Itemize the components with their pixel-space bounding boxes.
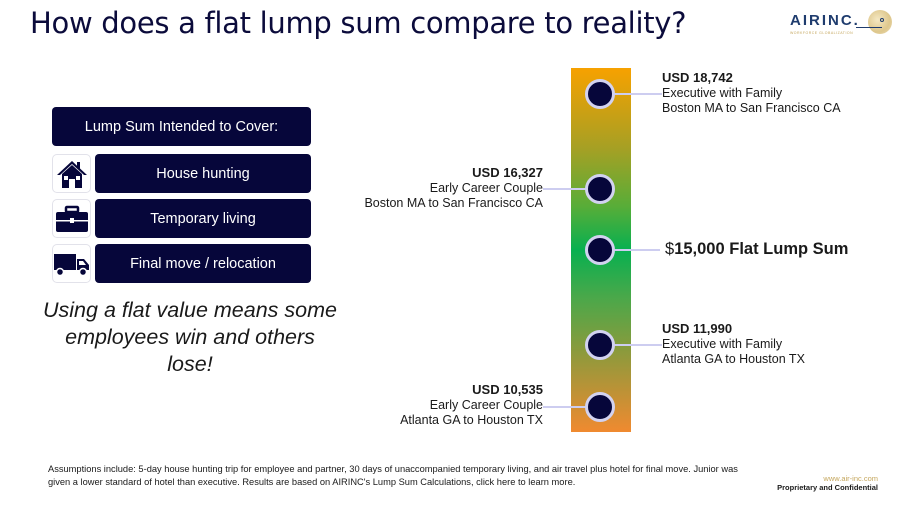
connector-line [543, 406, 587, 408]
coverage-item-final-move: Final move / relocation [52, 244, 311, 283]
connector-line [614, 344, 662, 346]
coverage-item-temporary-living: Temporary living [52, 199, 311, 238]
callout-amount: USD 16,327 [472, 165, 543, 180]
callout-exec-atlanta-houston: USD 11,990 Executive with Family Atlanta… [662, 321, 805, 368]
callout-route: Boston MA to San Francisco CA [662, 101, 841, 115]
page-title: How does a flat lump sum compare to real… [30, 6, 687, 40]
data-point-marker [585, 79, 615, 109]
logo-tagline: WORKFORCE GLOBALIZATION [790, 31, 854, 35]
callout-early-boston-sf: USD 16,327 Early Career Couple Boston MA… [364, 165, 543, 212]
callout-profile: Early Career Couple [429, 397, 543, 412]
house-icon [52, 154, 91, 193]
callout-profile: Early Career Couple [429, 180, 543, 195]
callout-route: Atlanta GA to Houston TX [400, 413, 543, 427]
data-point-marker [585, 174, 615, 204]
confidential-notice: Proprietary and Confidential [777, 483, 878, 492]
callout-profile: Executive with Family [662, 336, 783, 351]
callout-amount: USD 10,535 [472, 382, 543, 397]
data-point-marker [585, 330, 615, 360]
callout-early-atlanta-houston: USD 10,535 Early Career Couple Atlanta G… [400, 382, 543, 429]
connector-line [614, 93, 662, 95]
coverage-item-label: Temporary living [95, 199, 311, 238]
callout-route: Atlanta GA to Houston TX [662, 352, 805, 366]
connector-line [614, 249, 660, 251]
coverage-item-label: House hunting [95, 154, 311, 193]
callout-amount: USD 11,990 [662, 321, 733, 336]
connector-line [543, 188, 587, 190]
truck-icon [52, 244, 91, 283]
callout-exec-boston-sf: USD 18,742 Executive with Family Boston … [662, 70, 841, 117]
tagline-text: Using a flat value means some employees … [43, 298, 337, 376]
callout-amount: USD 18,742 [662, 70, 733, 85]
logo-pin-icon [880, 18, 884, 22]
flat-label: Flat Lump Sum [729, 240, 849, 258]
briefcase-icon [52, 199, 91, 238]
footer-info: www.air-inc.com Proprietary and Confiden… [777, 474, 878, 492]
flat-currency: $ [665, 240, 675, 258]
flat-lump-sum-marker [585, 235, 615, 265]
coverage-heading: Lump Sum Intended to Cover: [52, 107, 311, 146]
coverage-item-house-hunting: House hunting [52, 154, 311, 193]
airinc-logo: AIRINC. WORKFORCE GLOBALIZATION [790, 10, 892, 40]
flat-amount: 15,000 [674, 240, 725, 258]
logo-connector [856, 27, 882, 28]
logo-name: AIRINC. [790, 12, 860, 29]
globe-icon [868, 10, 892, 34]
website-link[interactable]: www.air-inc.com [823, 474, 878, 483]
coverage-item-label: Final move / relocation [95, 244, 311, 283]
data-point-marker [585, 392, 615, 422]
flat-lump-sum-label: $15,000 Flat Lump Sum [665, 240, 848, 259]
callout-route: Boston MA to San Francisco CA [364, 196, 543, 210]
callout-profile: Executive with Family [662, 85, 783, 100]
assumptions-footnote[interactable]: Assumptions include: 5-day house hunting… [48, 464, 738, 487]
